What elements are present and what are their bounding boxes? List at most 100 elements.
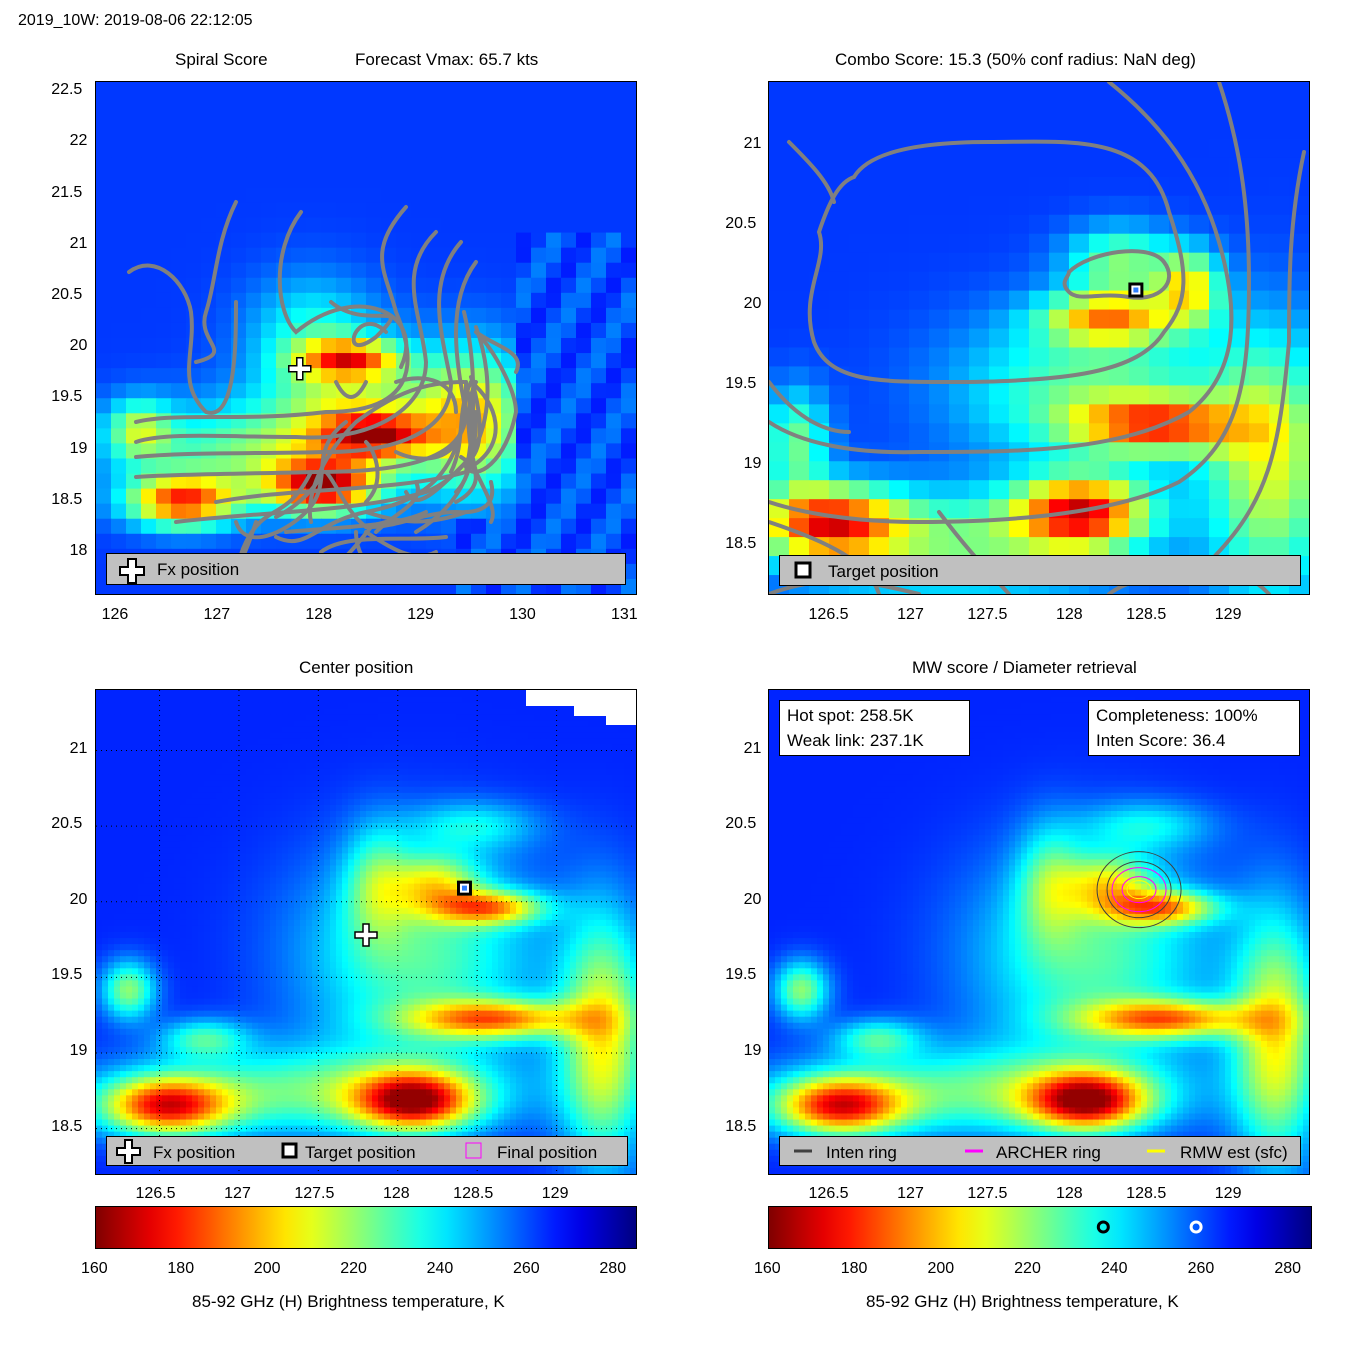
rmw-ring bbox=[1126, 880, 1152, 900]
inten-ring-swatch bbox=[794, 1149, 812, 1153]
y-tick-label: 19 bbox=[69, 439, 88, 457]
x-tick-label: 127.5 bbox=[967, 606, 1008, 623]
center-position-plot bbox=[96, 690, 636, 1174]
y-tick-label: 22.5 bbox=[51, 81, 83, 99]
inten-score-text: Inten Score: 36.4 bbox=[1096, 731, 1226, 750]
mw-title: MW score / Diameter retrieval bbox=[912, 658, 1137, 677]
colorbar-marker bbox=[1189, 1220, 1203, 1234]
center-position-panel[interactable]: Fx position Target position Final positi… bbox=[95, 689, 637, 1175]
hot-spot-box: Hot spot: 258.5K Weak link: 237.1K bbox=[779, 700, 970, 756]
retrieval-rings bbox=[1096, 851, 1182, 929]
y-tick-label: 19 bbox=[69, 1042, 88, 1059]
y-tick-label: 22 bbox=[69, 132, 88, 150]
inten-ring-outer bbox=[1096, 851, 1182, 929]
colorbar-right bbox=[768, 1206, 1312, 1249]
target-position-marker bbox=[1128, 282, 1144, 298]
legend-archer-label: ARCHER ring bbox=[996, 1143, 1101, 1162]
target-square-icon bbox=[794, 561, 812, 579]
x-tick-label: 127.5 bbox=[294, 1185, 335, 1202]
fx-position-marker bbox=[354, 923, 378, 947]
figure-title: 2019_10W: 2019-08-06 22:12:05 bbox=[18, 12, 253, 29]
grid-lines bbox=[96, 690, 636, 1174]
missing-data-area bbox=[526, 690, 636, 725]
target-square-icon bbox=[281, 1142, 298, 1159]
fx-position-marker bbox=[288, 356, 312, 381]
y-tick-label: 20.5 bbox=[51, 286, 83, 304]
y-tick-label: 19 bbox=[743, 455, 762, 472]
x-tick-label: 127 bbox=[897, 606, 924, 623]
combo-title: Combo Score: 15.3 (50% conf radius: NaN … bbox=[835, 50, 1196, 69]
y-tick-label: 20.5 bbox=[51, 815, 83, 833]
x-tick-label: 128.5 bbox=[453, 1185, 494, 1202]
legend-inten-label: Inten ring bbox=[826, 1143, 897, 1162]
legend-target-label: Target position bbox=[305, 1143, 416, 1162]
combo-score-plot bbox=[769, 82, 1309, 594]
spiral-contours bbox=[127, 200, 520, 584]
y-tick-label: 21.5 bbox=[51, 183, 83, 201]
spiral-legend: Fx position bbox=[106, 553, 626, 585]
colorbar-tick-label: 200 bbox=[253, 1260, 281, 1277]
archer-ring-inner bbox=[1121, 876, 1157, 904]
x-tick-label: 126 bbox=[101, 606, 129, 623]
y-tick-label: 18.5 bbox=[51, 490, 83, 508]
legend-final-label: Final position bbox=[497, 1143, 598, 1162]
completeness-box: Completeness: 100% Inten Score: 36.4 bbox=[1088, 700, 1300, 756]
y-tick-label: 20.5 bbox=[725, 815, 757, 833]
y-tick-label: 18.5 bbox=[725, 535, 757, 552]
spiral-score-panel[interactable]: Fx position bbox=[95, 81, 637, 595]
y-tick-label: 18 bbox=[69, 542, 88, 560]
rmw-swatch bbox=[1147, 1149, 1165, 1153]
y-tick-label: 19.5 bbox=[51, 966, 83, 984]
mw-score-panel[interactable]: Hot spot: 258.5K Weak link: 237.1K Compl… bbox=[768, 689, 1310, 1175]
x-tick-label: 128.5 bbox=[1126, 1185, 1167, 1202]
x-tick-label: 127 bbox=[224, 1185, 251, 1202]
target-center bbox=[461, 885, 467, 891]
combo-score-panel[interactable]: Target position bbox=[768, 81, 1310, 595]
completeness-text: Completeness: 100% bbox=[1096, 706, 1258, 725]
y-tick-label: 19.5 bbox=[51, 388, 83, 406]
colorbar-markers bbox=[1096, 1220, 1203, 1234]
colorbar-tick-label: 160 bbox=[81, 1260, 108, 1277]
colorbar-tick-label: 280 bbox=[599, 1260, 627, 1277]
x-tick-label: 126.5 bbox=[808, 1185, 849, 1202]
colorbar-left bbox=[95, 1206, 637, 1249]
mw-legend: Inten ring ARCHER ring RMW est (sfc) bbox=[779, 1136, 1301, 1166]
legend-target-label: Target position bbox=[828, 562, 939, 581]
x-tick-label: 129 bbox=[541, 1185, 569, 1202]
target-center bbox=[1133, 287, 1139, 293]
archer-ring-swatch bbox=[965, 1149, 983, 1153]
x-tick-label: 129 bbox=[407, 606, 434, 623]
x-tick-label: 129 bbox=[1214, 606, 1242, 623]
colorbar-tick-label: 220 bbox=[1014, 1260, 1041, 1277]
hot-spot-text: Hot spot: 258.5K bbox=[787, 706, 914, 725]
y-tick-label: 18.5 bbox=[725, 1117, 757, 1135]
legend-fx-label: Fx position bbox=[157, 560, 240, 579]
x-tick-label: 126.5 bbox=[135, 1185, 176, 1202]
x-tick-label: 128 bbox=[382, 1185, 410, 1202]
y-tick-label: 19.5 bbox=[725, 375, 757, 392]
center-legend: Fx position Target position Final positi… bbox=[106, 1136, 628, 1166]
mw-score-plot bbox=[769, 690, 1309, 1174]
colorbar-tick-label: 240 bbox=[1100, 1260, 1128, 1277]
colorbar-tick-label: 200 bbox=[927, 1260, 955, 1277]
x-tick-label: 128 bbox=[1055, 606, 1083, 623]
x-tick-label: 128 bbox=[305, 606, 333, 623]
colorbar-marker bbox=[1096, 1220, 1110, 1234]
y-tick-label: 21 bbox=[743, 739, 762, 757]
center-title: Center position bbox=[299, 658, 414, 677]
fx-position-marker bbox=[288, 356, 312, 381]
colorbar-tick-label: 220 bbox=[340, 1260, 367, 1277]
x-tick-label: 128 bbox=[1055, 1185, 1083, 1202]
fx-plus-icon bbox=[116, 1139, 141, 1164]
colorbar-tick-label: 240 bbox=[426, 1260, 454, 1277]
weak-link-text: Weak link: 237.1K bbox=[787, 731, 924, 750]
colorbar-tick-label: 260 bbox=[1187, 1260, 1215, 1277]
y-tick-label: 21 bbox=[69, 739, 88, 757]
inten-ring-inner bbox=[1106, 861, 1172, 919]
colorbar-tick-label: 260 bbox=[513, 1260, 540, 1277]
y-tick-label: 20 bbox=[69, 890, 88, 908]
archer-ring bbox=[1111, 867, 1167, 913]
combo-legend: Target position bbox=[779, 555, 1301, 586]
y-tick-label: 21 bbox=[69, 234, 88, 252]
colorbar-tick-label: 180 bbox=[840, 1260, 868, 1277]
